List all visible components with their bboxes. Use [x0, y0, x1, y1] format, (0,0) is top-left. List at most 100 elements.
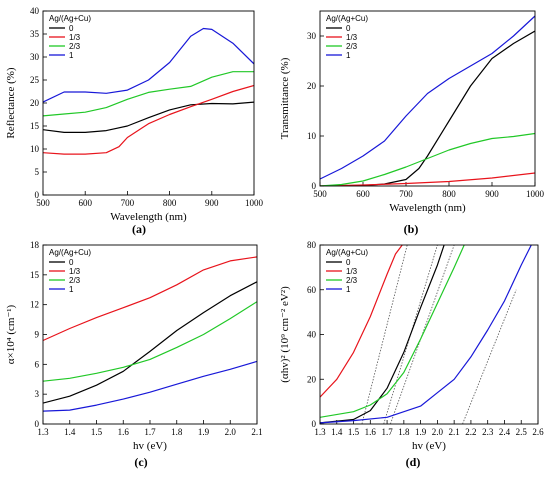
- series-line-1: [43, 27, 254, 103]
- y-tick-label: 20: [307, 374, 317, 384]
- y-tick-label: 10: [30, 144, 40, 154]
- y-tick-label: 12: [30, 300, 39, 310]
- x-axis-label: Wavelength (nm): [110, 211, 187, 223]
- x-tick-label: 600: [356, 189, 370, 199]
- x-tick-label: 500: [313, 189, 327, 199]
- y-tick-label: 0: [312, 419, 317, 429]
- x-tick-label: 600: [78, 198, 92, 208]
- legend-title: Ag/(Ag+Cu): [326, 248, 368, 257]
- y-tick-label: 10: [307, 131, 317, 141]
- y-tick-label: 3: [35, 389, 40, 399]
- x-tick-label: 2.6: [532, 427, 544, 437]
- x-tick-label: 1.6: [118, 427, 130, 437]
- y-tick-label: 0: [312, 181, 317, 191]
- x-tick-label: 500: [36, 198, 50, 208]
- x-tick-label: 1.3: [314, 427, 326, 437]
- x-axis-label: hv (eV): [133, 440, 167, 452]
- series-line-1: [320, 245, 532, 424]
- legend-title: Ag/(Ag+Cu): [326, 14, 368, 23]
- series-line-2-3: [43, 301, 257, 382]
- series-line-0: [43, 281, 257, 404]
- x-tick-label: 1000: [245, 198, 264, 208]
- legend-entry: 0: [69, 258, 74, 267]
- x-tick-label: 1.9: [415, 427, 427, 437]
- legend-entry: 1: [346, 51, 351, 60]
- series-line-2-3: [43, 71, 254, 117]
- y-tick-label: 25: [30, 75, 40, 85]
- x-axis-label: hv (eV): [412, 440, 446, 452]
- legend-entry: 2/3: [346, 42, 358, 51]
- legend-entry: 1/3: [69, 33, 81, 42]
- legend-title: Ag/(Ag+Cu): [49, 14, 91, 23]
- legend-entry: 2/3: [346, 276, 358, 285]
- panel-label: (c): [134, 455, 147, 469]
- x-tick-label: 900: [205, 198, 219, 208]
- series-line-2-3: [320, 132, 535, 186]
- plot-frame: [42, 10, 255, 196]
- y-axis-label: Reflectance (%): [5, 67, 17, 138]
- y-tick-label: 40: [307, 330, 317, 340]
- x-tick-label: 1.4: [64, 427, 76, 437]
- y-tick-label: 9: [35, 330, 40, 340]
- x-tick-label: 2.0: [225, 427, 237, 437]
- tangent-line: [462, 289, 517, 424]
- panel-label: (d): [406, 455, 421, 469]
- legend-entry: 2/3: [69, 276, 81, 285]
- plot-frame: [319, 10, 536, 187]
- chart-panel-a: 500 600 700 800 900 10000510152025303540Ag/(A…: [5, 6, 264, 236]
- legend-entry: 1: [69, 285, 74, 294]
- x-tick-label: 1.8: [398, 427, 410, 437]
- x-tick-label: 700: [121, 198, 135, 208]
- y-tick-label: 80: [307, 240, 317, 250]
- x-tick-label: 900: [485, 189, 499, 199]
- x-tick-label: 1.3: [37, 427, 49, 437]
- y-tick-label: 30: [307, 31, 317, 41]
- y-tick-label: 18: [30, 240, 40, 250]
- y-tick-label: 60: [307, 285, 317, 295]
- x-tick-label: 1.6: [365, 427, 377, 437]
- series-line-1-3: [43, 256, 257, 342]
- legend-title: Ag/(Ag+Cu): [49, 248, 91, 257]
- chart-panel-c: 1.3 1.4 1.5 1.6 1.7 1.8 1.9 2.0 2.1 0 3 6 9 12 15 18 Ag/…: [5, 240, 263, 469]
- y-tick-label: 20: [30, 98, 40, 108]
- panel-label: (b): [404, 222, 419, 236]
- x-tick-label: 1.7: [144, 427, 156, 437]
- x-tick-label: 2.5: [516, 427, 528, 437]
- legend-entry: 1: [346, 285, 351, 294]
- plot-frame: [319, 244, 539, 425]
- chart-panel-d: 1.3 1.4 1.5 1.6 1.7 1.8 1.9 2.0 2.1 2.2 2.3 2.4 2.5 2…: [279, 240, 544, 469]
- series-line-1-3: [320, 245, 403, 398]
- x-tick-label: 800: [163, 198, 177, 208]
- panel-label: (a): [132, 222, 146, 236]
- legend-entry: 0: [346, 258, 351, 267]
- series-line-1-3: [320, 172, 535, 186]
- y-tick-label: 15: [30, 121, 40, 131]
- x-tick-label: 1.9: [198, 427, 210, 437]
- legend-entry: 2/3: [69, 42, 81, 51]
- y-axis-label: (αhv)² (10⁹ cm⁻² eV²): [279, 286, 291, 383]
- chart-panel-b: 500 600 700 800 900 10000102030Ag/(Ag+Cu)01/3…: [279, 10, 545, 236]
- x-tick-label: 1.8: [171, 427, 183, 437]
- tangent-line: [361, 245, 408, 424]
- y-tick-label: 0: [35, 190, 40, 200]
- y-tick-label: 6: [35, 359, 40, 369]
- series-line-1: [320, 15, 535, 180]
- series-line-2-3: [320, 245, 465, 418]
- x-tick-label: 1.4: [331, 427, 343, 437]
- y-tick-label: 20: [307, 81, 317, 91]
- y-tick-label: 0: [35, 419, 40, 429]
- y-tick-label: 35: [30, 29, 40, 39]
- legend-entry: 0: [69, 24, 74, 33]
- plot-frame: [42, 244, 258, 425]
- series-line-1: [43, 360, 257, 412]
- legend-entry: 0: [346, 24, 351, 33]
- x-tick-label: 2.3: [482, 427, 494, 437]
- y-axis-label: Transmittance (%): [279, 57, 291, 139]
- legend-entry: 1/3: [346, 33, 358, 42]
- x-tick-label: 2.4: [499, 427, 511, 437]
- x-tick-label: 1.5: [91, 427, 103, 437]
- x-tick-label: 700: [399, 189, 413, 199]
- y-tick-label: 5: [35, 167, 40, 177]
- x-tick-label: 800: [442, 189, 456, 199]
